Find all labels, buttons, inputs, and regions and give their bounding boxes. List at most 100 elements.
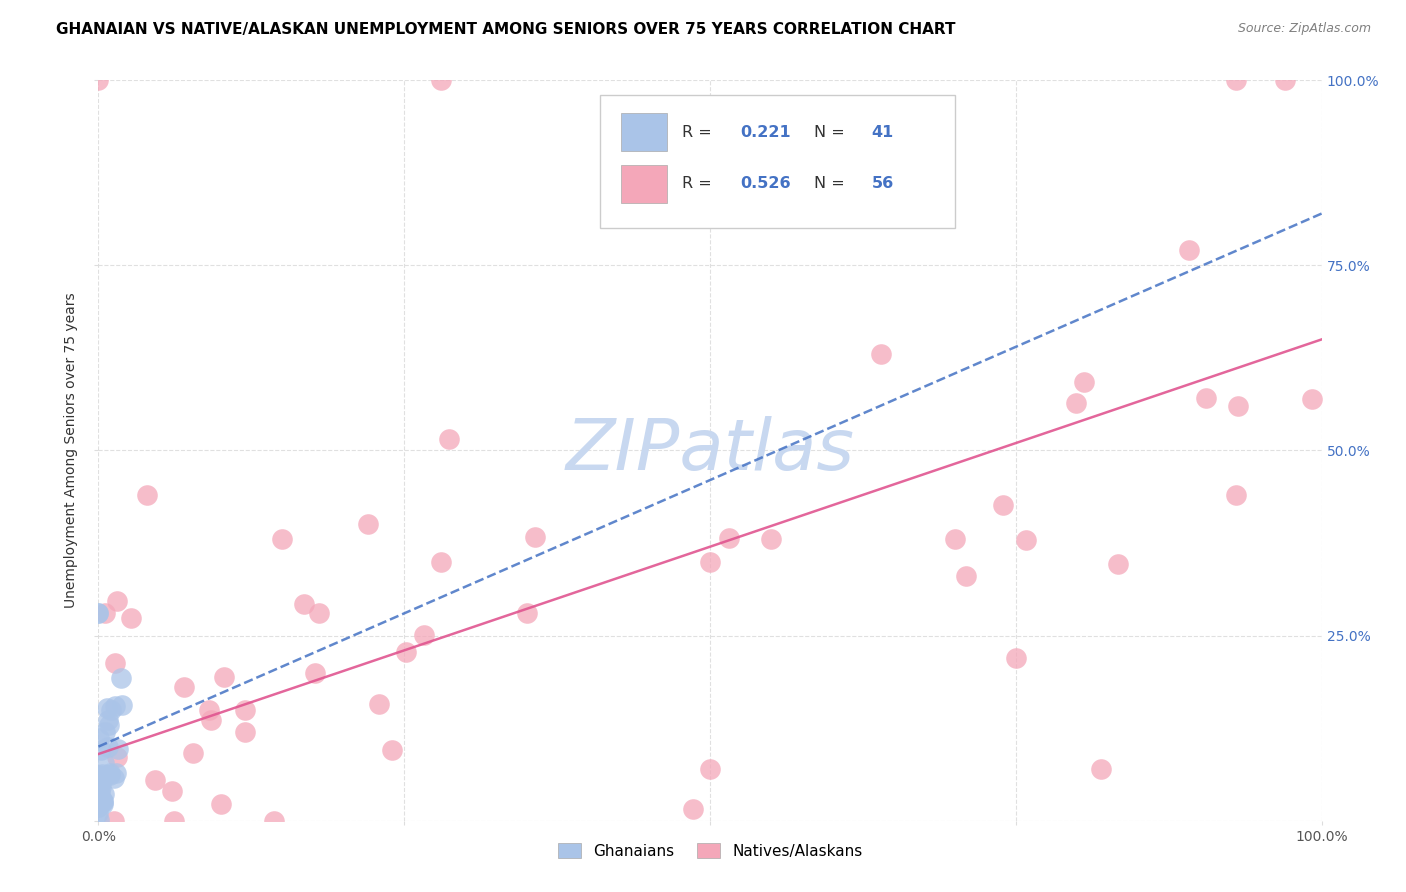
Point: [87, 796, 110, 810]
Point: [515, 607, 537, 621]
Point: [120, 611, 142, 625]
Point: [87, 73, 110, 87]
Point: [91, 769, 114, 783]
Point: [955, 569, 977, 583]
Point: [97, 713, 120, 727]
Point: [90, 780, 112, 794]
Point: [233, 724, 256, 739]
Point: [100, 703, 122, 717]
Point: [1225, 73, 1247, 87]
Point: [103, 657, 125, 671]
Text: GHANAIAN VS NATIVE/ALASKAN UNEMPLOYMENT AMONG SENIORS OVER 75 YEARS CORRELATION : GHANAIAN VS NATIVE/ALASKAN UNEMPLOYMENT …: [56, 22, 956, 37]
Point: [212, 670, 235, 684]
Point: [413, 628, 436, 642]
Point: [87, 796, 110, 810]
Point: [699, 762, 721, 776]
Point: [1274, 73, 1296, 87]
Point: [263, 814, 285, 828]
Point: [870, 347, 893, 361]
Point: [97, 718, 120, 732]
Y-axis label: Unemployment Among Seniors over 75 years: Unemployment Among Seniors over 75 years: [65, 293, 79, 608]
Point: [173, 681, 195, 695]
Point: [197, 703, 219, 717]
Point: [136, 488, 159, 502]
Point: [94, 606, 117, 620]
Point: [304, 666, 326, 681]
Point: [105, 594, 128, 608]
Point: [1090, 762, 1112, 776]
Text: 41: 41: [872, 125, 894, 140]
Point: [1301, 392, 1323, 406]
Text: 0.221: 0.221: [741, 125, 792, 140]
Point: [93, 756, 115, 770]
Point: [437, 433, 460, 447]
Text: ZIPatlas: ZIPatlas: [565, 416, 855, 485]
Point: [110, 671, 132, 685]
Point: [87, 814, 110, 828]
Text: N =: N =: [814, 125, 849, 140]
Text: 56: 56: [872, 177, 894, 192]
Point: [1004, 650, 1026, 665]
Point: [104, 766, 127, 780]
Point: [163, 814, 186, 828]
Point: [1225, 488, 1247, 502]
Point: [430, 555, 453, 569]
Point: [90, 793, 112, 807]
Point: [91, 795, 114, 809]
Point: [103, 771, 125, 785]
Point: [993, 498, 1015, 512]
Point: [91, 794, 114, 808]
Text: R =: R =: [682, 177, 717, 192]
Point: [87, 800, 110, 814]
Point: [111, 698, 134, 712]
Point: [143, 773, 166, 788]
Point: [104, 699, 127, 714]
FancyBboxPatch shape: [600, 95, 955, 228]
Point: [395, 645, 418, 659]
Point: [943, 533, 966, 547]
Point: [87, 791, 110, 805]
Point: [717, 531, 740, 545]
Point: [105, 750, 128, 764]
Point: [381, 743, 404, 757]
Point: [356, 517, 378, 532]
Point: [90, 743, 112, 757]
Point: [91, 766, 114, 780]
Text: R =: R =: [682, 125, 717, 140]
Text: Source: ZipAtlas.com: Source: ZipAtlas.com: [1237, 22, 1371, 36]
Point: [87, 800, 110, 814]
Point: [699, 555, 721, 569]
Point: [523, 530, 546, 544]
Point: [98, 766, 121, 780]
Point: [87, 797, 110, 811]
Point: [87, 782, 110, 797]
Point: [1064, 396, 1087, 410]
Text: N =: N =: [814, 177, 849, 192]
Point: [87, 607, 110, 621]
Point: [761, 533, 783, 547]
Point: [430, 73, 453, 87]
Point: [97, 739, 120, 754]
Point: [90, 771, 112, 785]
Point: [93, 724, 115, 739]
Legend: Ghanaians, Natives/Alaskans: Ghanaians, Natives/Alaskans: [551, 837, 869, 865]
Point: [1073, 375, 1095, 389]
Point: [1015, 533, 1038, 547]
Point: [270, 533, 294, 547]
Point: [91, 797, 114, 812]
Point: [1195, 391, 1218, 405]
Point: [292, 597, 315, 611]
Point: [87, 805, 110, 820]
Point: [87, 607, 110, 621]
Point: [181, 746, 204, 760]
Point: [200, 714, 222, 728]
Point: [90, 774, 112, 789]
Bar: [620, 165, 668, 203]
Point: [209, 797, 232, 812]
Bar: [620, 113, 668, 152]
Point: [160, 784, 183, 798]
Point: [89, 731, 111, 746]
Point: [89, 787, 111, 801]
Point: [682, 802, 704, 816]
Point: [233, 703, 256, 717]
